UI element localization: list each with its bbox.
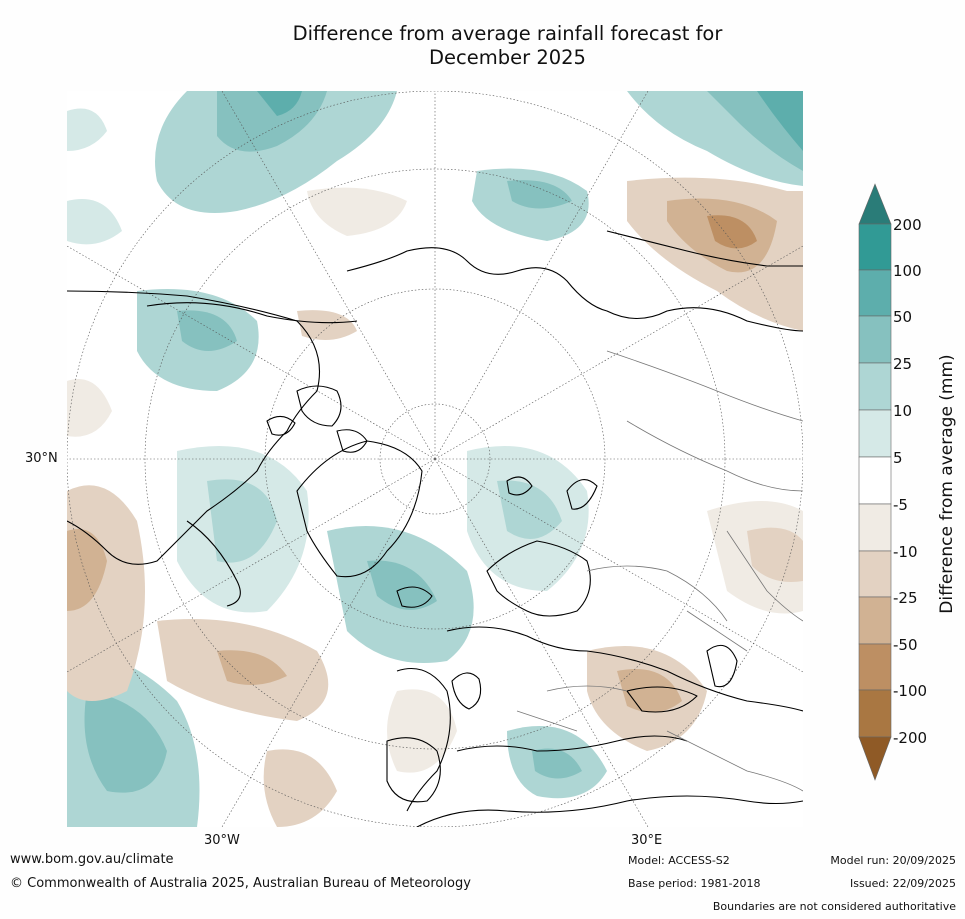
colorbar-segment-100-200 xyxy=(858,223,892,271)
coast-europe xyxy=(446,626,803,712)
longitude-label-30w: 30°W xyxy=(204,833,240,848)
colorbar-tick-5: 5 xyxy=(893,449,903,467)
coast-iberia xyxy=(386,737,441,803)
coast-black-sea xyxy=(626,686,698,713)
colorbar-segment-m50-m25 xyxy=(858,596,892,645)
colorbar-segment-5-10 xyxy=(858,409,892,458)
colorbar-tick-10: 10 xyxy=(893,402,913,420)
rainfall-map[interactable] xyxy=(67,91,803,827)
anomaly-fields xyxy=(67,91,803,827)
wet-area-north-pacific xyxy=(155,91,397,213)
coast-north-africa xyxy=(416,795,803,827)
colorbar-segment-m100-m50 xyxy=(858,643,892,691)
longitude-label-30e: 30°E xyxy=(631,833,663,848)
colorbar-tick-m25: -25 xyxy=(893,589,918,607)
colorbar-tick-50: 50 xyxy=(893,308,913,326)
title-line-2: December 2025 xyxy=(429,46,586,69)
coast-svalbard xyxy=(506,476,533,496)
latitude-circle-80n xyxy=(379,403,491,515)
colorbar-label: Difference from average (mm) xyxy=(937,354,957,614)
coastlines xyxy=(67,230,803,827)
title-line-1: Difference from average rainfall forecas… xyxy=(292,22,723,45)
meridian-120e xyxy=(434,245,803,460)
colorbar-tick-200: 200 xyxy=(893,216,922,234)
base-period-text: Base period: 1981-2018 xyxy=(628,877,761,890)
colorbar-tick-m5: -5 xyxy=(893,496,908,514)
copyright-text: © Commonwealth of Australia 2025, Austra… xyxy=(10,876,471,891)
coast-iceland xyxy=(396,586,433,608)
website-link[interactable]: www.bom.gov.au/climate xyxy=(10,852,174,867)
colorbar-segment-m25-m10 xyxy=(858,550,892,598)
coast-north-america xyxy=(67,290,321,565)
meridian-150e xyxy=(434,91,649,460)
coast-arctic-archipelago xyxy=(296,385,342,427)
coast-novaya-zemlya xyxy=(566,479,598,510)
colorbar-tick-m100: -100 xyxy=(893,682,928,700)
colorbar-segment-50-100 xyxy=(858,269,892,317)
coast-greenland xyxy=(296,440,423,578)
colorbar-segment-m200-m100 xyxy=(858,689,892,738)
meridian-30e xyxy=(434,458,649,827)
coast-caspian xyxy=(706,644,738,688)
colorbar-segment-m10-m5 xyxy=(858,503,892,552)
colorbar-tick-m200: -200 xyxy=(893,729,928,747)
colorbar-tick-m10: -10 xyxy=(893,543,918,561)
issued-text: Issued: 22/09/2025 xyxy=(849,877,956,890)
model-run-text: Model run: 20/09/2025 xyxy=(830,854,956,867)
map-canvas xyxy=(67,91,803,827)
chart-title: Difference from average rainfall forecas… xyxy=(180,22,835,70)
colorbar-tick-m50: -50 xyxy=(893,636,918,654)
meridian-30w xyxy=(221,458,436,827)
coast-siberia xyxy=(606,230,803,267)
colorbar-tick-25: 25 xyxy=(893,355,913,373)
country-borders xyxy=(516,350,803,792)
colorbar-segment-gt200 xyxy=(858,183,892,225)
colorbar-segment-10-25 xyxy=(858,362,892,411)
colorbar xyxy=(858,183,892,781)
colorbar-tick-100: 100 xyxy=(893,262,922,280)
latitude-label: 30°N xyxy=(25,451,58,466)
colorbar-segment-neutral xyxy=(858,456,892,505)
coast-alaska xyxy=(146,302,358,324)
latitude-circle-60n xyxy=(264,288,606,630)
meridian-150w xyxy=(221,91,436,460)
disclaimer-text: Boundaries are not considered authoritat… xyxy=(712,900,956,913)
meridian-120w xyxy=(67,245,436,460)
coast-mediterranean xyxy=(456,735,688,752)
coast-chukotka xyxy=(346,247,803,332)
coast-scandinavia xyxy=(486,540,591,617)
meridian-60w xyxy=(67,458,436,673)
colorbar-segment-lt-m200 xyxy=(858,736,892,781)
coast-british-isles xyxy=(451,672,482,710)
model-text: Model: ACCESS-S2 xyxy=(628,854,730,867)
meridian-60e xyxy=(434,458,803,673)
colorbar-segment-25-50 xyxy=(858,315,892,364)
